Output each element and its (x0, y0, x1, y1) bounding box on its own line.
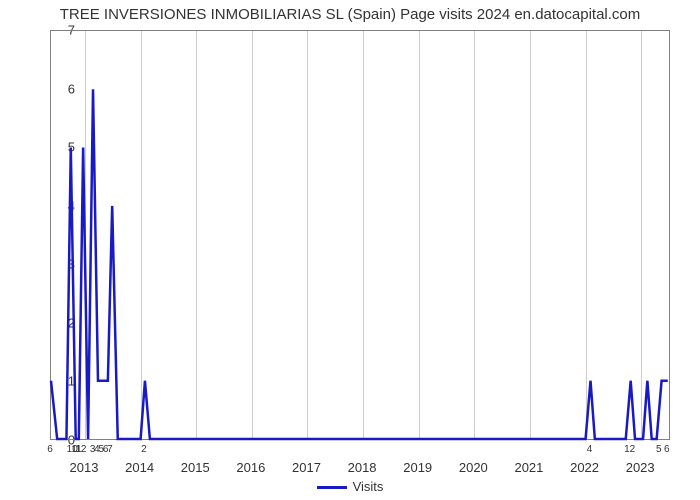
x-minor-label: 6 (664, 444, 670, 455)
line-series (51, 31, 669, 439)
legend: Visits (0, 479, 700, 494)
legend-label: Visits (353, 479, 384, 494)
x-major-label: 2013 (70, 460, 99, 475)
chart-container: TREE INVERSIONES INMOBILIARIAS SL (Spain… (0, 0, 700, 500)
series-line (51, 89, 668, 439)
x-major-label: 2014 (125, 460, 154, 475)
x-minor-label: 12 (624, 444, 635, 455)
x-major-label: 2016 (236, 460, 265, 475)
x-minor-label: 12 (75, 444, 86, 455)
x-major-label: 2015 (181, 460, 210, 475)
x-major-label: 2021 (514, 460, 543, 475)
x-minor-label: 6 (47, 444, 53, 455)
x-major-label: 2019 (403, 460, 432, 475)
x-minor-label: 7 (107, 444, 113, 455)
x-minor-label: 2 (141, 444, 147, 455)
x-minor-label: 5 (656, 444, 662, 455)
plot-area (50, 30, 670, 440)
chart-title: TREE INVERSIONES INMOBILIARIAS SL (Spain… (0, 6, 700, 23)
x-major-label: 2020 (459, 460, 488, 475)
x-major-label: 2023 (626, 460, 655, 475)
x-major-label: 2018 (348, 460, 377, 475)
x-major-label: 2022 (570, 460, 599, 475)
x-major-label: 2017 (292, 460, 321, 475)
legend-swatch (317, 486, 347, 489)
x-minor-label: 4 (587, 444, 593, 455)
